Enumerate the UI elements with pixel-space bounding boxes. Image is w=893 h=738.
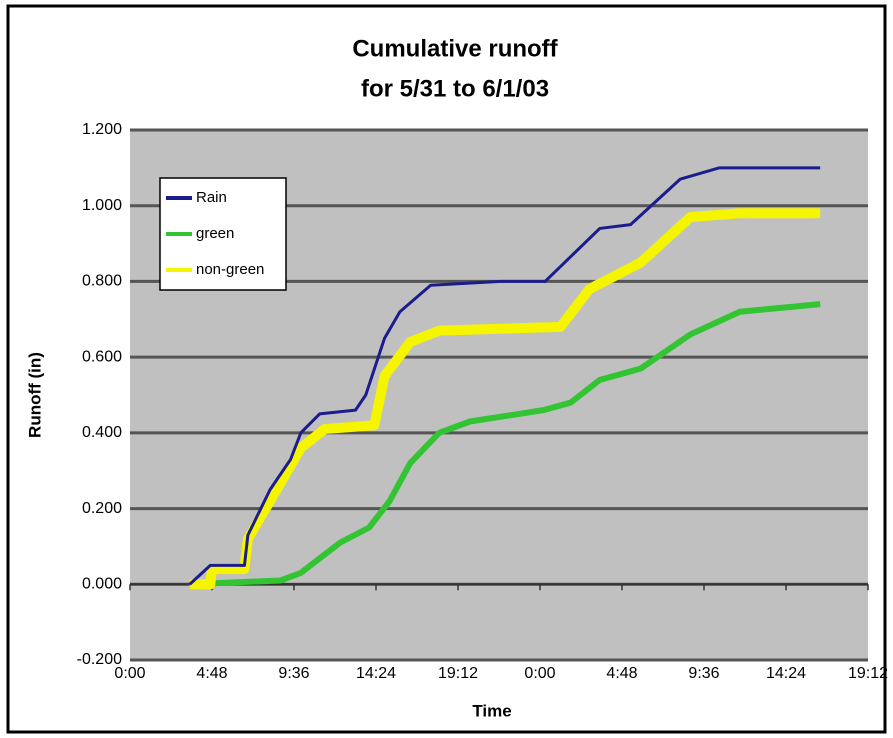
x-tick-label: 19:12 [848,665,888,682]
chart-subtitle: for 5/31 to 6/1/03 [361,75,549,102]
x-tick-label: 14:24 [356,665,396,682]
y-tick-label: 0.600 [82,348,122,365]
x-tick-label: 14:24 [766,665,806,682]
y-tick-label: 0.400 [82,424,122,441]
y-tick-label: 0.000 [82,576,122,593]
legend-label: green [196,225,234,242]
x-tick-label: 9:36 [688,665,719,682]
y-tick-label: 1.200 [82,121,122,138]
x-tick-label: 0:00 [524,665,555,682]
x-tick-label: 19:12 [438,665,478,682]
chart-title: Cumulative runoff [352,35,558,62]
legend-label: non-green [196,261,264,278]
line-series [189,301,821,588]
y-tick-label: -0.200 [77,651,122,668]
line-series [188,166,821,586]
x-axis-label: Time [472,701,511,720]
x-tick-label: 9:36 [278,665,309,682]
y-tick-label: 1.000 [82,197,122,214]
x-tick-label: 0:00 [114,665,145,682]
legend-label: Rain [196,189,227,206]
y-axis-label: Runoff (in) [25,352,44,438]
x-tick-label: 4:48 [196,665,227,682]
y-tick-label: 0.200 [82,500,122,517]
line-series [189,208,821,590]
x-tick-label: 4:48 [606,665,637,682]
y-tick-label: 0.800 [82,273,122,290]
